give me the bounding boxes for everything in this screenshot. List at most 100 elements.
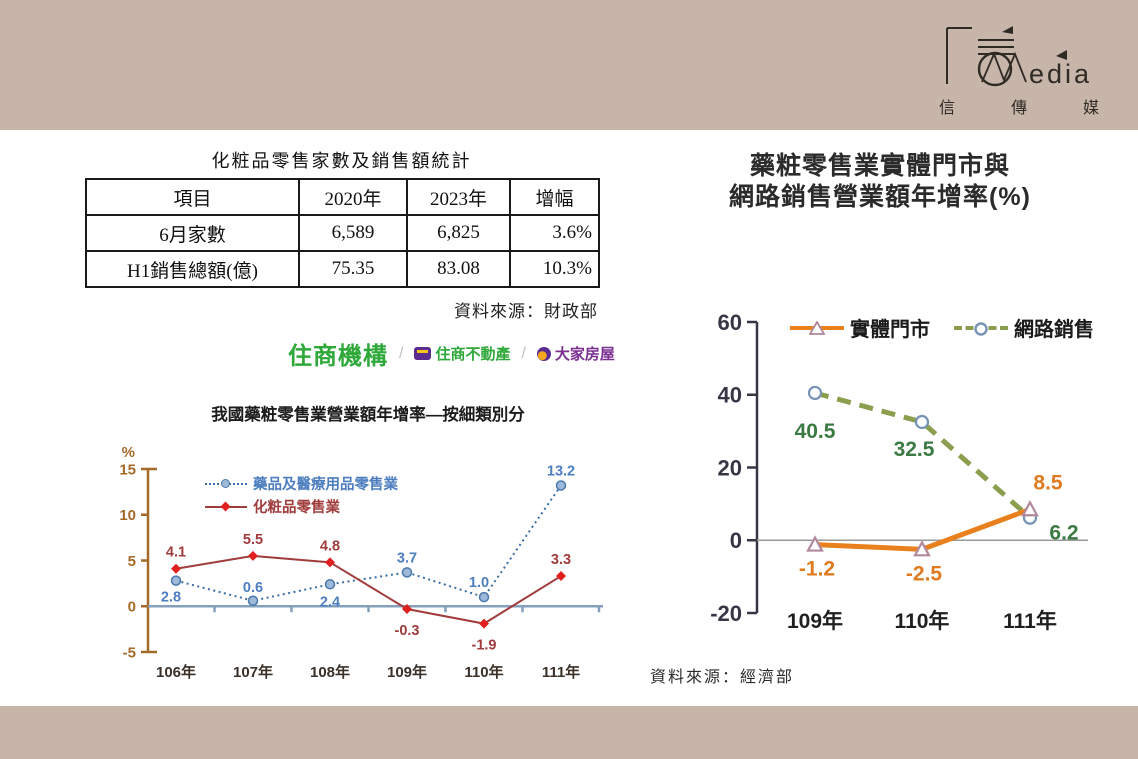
- triangle-marker: [1021, 500, 1039, 517]
- table-cell: 6,589: [298, 214, 408, 252]
- x-tick-label: 109年: [787, 609, 843, 633]
- djhouse-label: 大家房屋: [554, 346, 615, 363]
- value-label: -2.5: [906, 562, 943, 585]
- brand-char: 信: [939, 100, 956, 117]
- partner-logos: 住商機構 / 住商不動產 / 大家房屋: [288, 336, 615, 371]
- diamond-marker: [479, 618, 489, 629]
- hb-group-logo: 住商機構: [288, 343, 388, 370]
- circle-marker: [555, 480, 567, 491]
- legend-label: 藥品及醫療用品零售業: [253, 477, 398, 493]
- value-label: 5.5: [243, 532, 263, 548]
- diamond-marker: [171, 563, 181, 574]
- table-cell: 6月家數: [85, 214, 300, 252]
- series-line: [814, 390, 1032, 520]
- right-chart-title: 藥粧零售業實體門市與 網路銷售營業額年增率(%): [640, 151, 1120, 213]
- circle-marker: [247, 595, 259, 607]
- brand-char: 媒: [1082, 100, 1099, 117]
- top-band: [0, 0, 1138, 130]
- value-label: 8.5: [1033, 471, 1063, 494]
- left-chart: 15 10 5 0 -5% 106年 107年 108年 109年 110年 111年 2.8 0.6 2…: [119, 444, 603, 681]
- value-label: 13.2: [547, 463, 575, 479]
- solid-line-triangle-marker-icon: [790, 320, 844, 336]
- table-cell: 10.3%: [509, 250, 600, 288]
- x-tick-label: 108年: [310, 663, 350, 681]
- x-tick-label: 110年: [895, 609, 950, 633]
- y-tick-label: 10: [119, 507, 136, 524]
- diamond-marker: [325, 557, 335, 568]
- table-cell: 3.6%: [509, 214, 600, 252]
- left-chart-legend: 藥品及醫療用品零售業 化粧品零售業: [205, 472, 398, 518]
- table-row: 6月家數 6,589 6,825 3.6%: [85, 214, 600, 252]
- y-tick-label: 0: [128, 599, 136, 616]
- x-tick-label: 111年: [542, 663, 580, 681]
- y-tick-label: 0: [730, 528, 742, 553]
- right-chart-legend: 實體門市 網路銷售: [790, 313, 1094, 342]
- brand-latin-text: edia: [1029, 59, 1092, 89]
- brand-cjk-text: 信 傳 媒: [939, 94, 1099, 118]
- table-title: 化粧品零售家數及銷售額統計: [211, 151, 472, 171]
- table-source: 資料來源：財政部: [454, 302, 598, 321]
- circle-marker: [807, 385, 823, 401]
- value-label: 3.3: [551, 552, 571, 568]
- cmmedia-logo: edia 信 傳 媒: [925, 20, 1120, 120]
- djhouse-icon: [536, 346, 551, 361]
- legend-label: 網路銷售: [1014, 319, 1094, 341]
- value-label: -0.3: [395, 623, 420, 639]
- legend-label: 實體門市: [850, 319, 930, 341]
- hb-housing-label: 住商不動產: [435, 346, 511, 363]
- y-tick-label: -20: [710, 601, 742, 626]
- legend-item: 網路銷售: [954, 313, 1094, 342]
- separator: /: [399, 344, 404, 362]
- right-chart-title-line2: 網路銷售營業額年增率(%): [729, 183, 1031, 211]
- table-cell: 6,825: [406, 214, 511, 252]
- value-label: 2.4: [320, 594, 340, 610]
- value-label: 0.6: [243, 580, 263, 596]
- legend-item: 化粧品零售業: [205, 495, 398, 518]
- value-label: 4.8: [320, 538, 340, 554]
- x-tick-label: 106年: [156, 663, 196, 681]
- y-tick-label: -5: [123, 644, 136, 661]
- x-tick-label: 109年: [387, 663, 427, 681]
- value-label: 40.5: [795, 420, 836, 443]
- hb-housing-logo: 住商不動產: [414, 343, 510, 364]
- table-cell: H1銷售總額(億): [85, 250, 300, 288]
- y-tick-label: 20: [718, 455, 742, 480]
- legend-label: 化粧品零售業: [253, 500, 340, 516]
- circle-marker: [170, 575, 182, 586]
- hb-housing-icon: [414, 347, 432, 360]
- circle-marker: [478, 591, 490, 603]
- djhouse-logo: 大家房屋: [536, 343, 615, 364]
- column-header: 項目: [85, 178, 300, 216]
- x-tick-label: 110年: [464, 663, 503, 681]
- right-chart-source: 資料來源：經濟部: [650, 669, 795, 686]
- value-label: 4.1: [166, 545, 186, 561]
- statistics-table: 項目 2020年 2023年 增幅 6月家數 6,589 6,825 3.6% H1銷售總額(…: [85, 178, 600, 288]
- column-header: 2020年: [298, 178, 408, 216]
- table-cell: 75.35: [298, 250, 408, 288]
- series-line: [175, 554, 562, 625]
- series-line: [175, 484, 562, 602]
- triangle-marker: [806, 535, 824, 552]
- y-tick-label: 40: [718, 383, 742, 408]
- value-label: 2.8: [161, 590, 181, 606]
- table-row: H1銷售總額(億) 75.35 83.08 10.3%: [85, 250, 600, 288]
- value-label: 3.7: [397, 550, 417, 566]
- cmmedia-logo-mark-icon: edia: [946, 26, 1092, 89]
- value-label: 6.2: [1049, 522, 1078, 545]
- column-header: 2023年: [406, 178, 511, 216]
- circle-marker: [914, 414, 930, 430]
- brand-char: 傳: [1010, 100, 1027, 117]
- separator: /: [521, 344, 526, 362]
- circle-marker: [324, 579, 336, 590]
- y-tick-label: 60: [718, 310, 742, 335]
- legend-item: 藥品及醫療用品零售業: [205, 472, 398, 495]
- value-label: -1.9: [472, 638, 497, 654]
- diamond-marker: [402, 603, 412, 614]
- bottom-band: [0, 706, 1138, 759]
- right-chart-title-line1: 藥粧零售業實體門市與: [749, 152, 1010, 180]
- legend-item: 實體門市: [790, 313, 930, 342]
- diamond-marker: [248, 550, 258, 561]
- table-cell: 83.08: [406, 250, 511, 288]
- value-label: -1.2: [799, 558, 835, 581]
